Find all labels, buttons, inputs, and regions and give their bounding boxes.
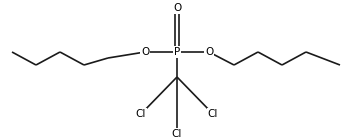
Text: O: O bbox=[173, 3, 181, 13]
Text: O: O bbox=[205, 47, 213, 57]
Text: Cl: Cl bbox=[172, 129, 182, 138]
Text: Cl: Cl bbox=[136, 109, 146, 119]
Text: O: O bbox=[141, 47, 149, 57]
Text: Cl: Cl bbox=[208, 109, 218, 119]
Text: P: P bbox=[174, 47, 180, 57]
